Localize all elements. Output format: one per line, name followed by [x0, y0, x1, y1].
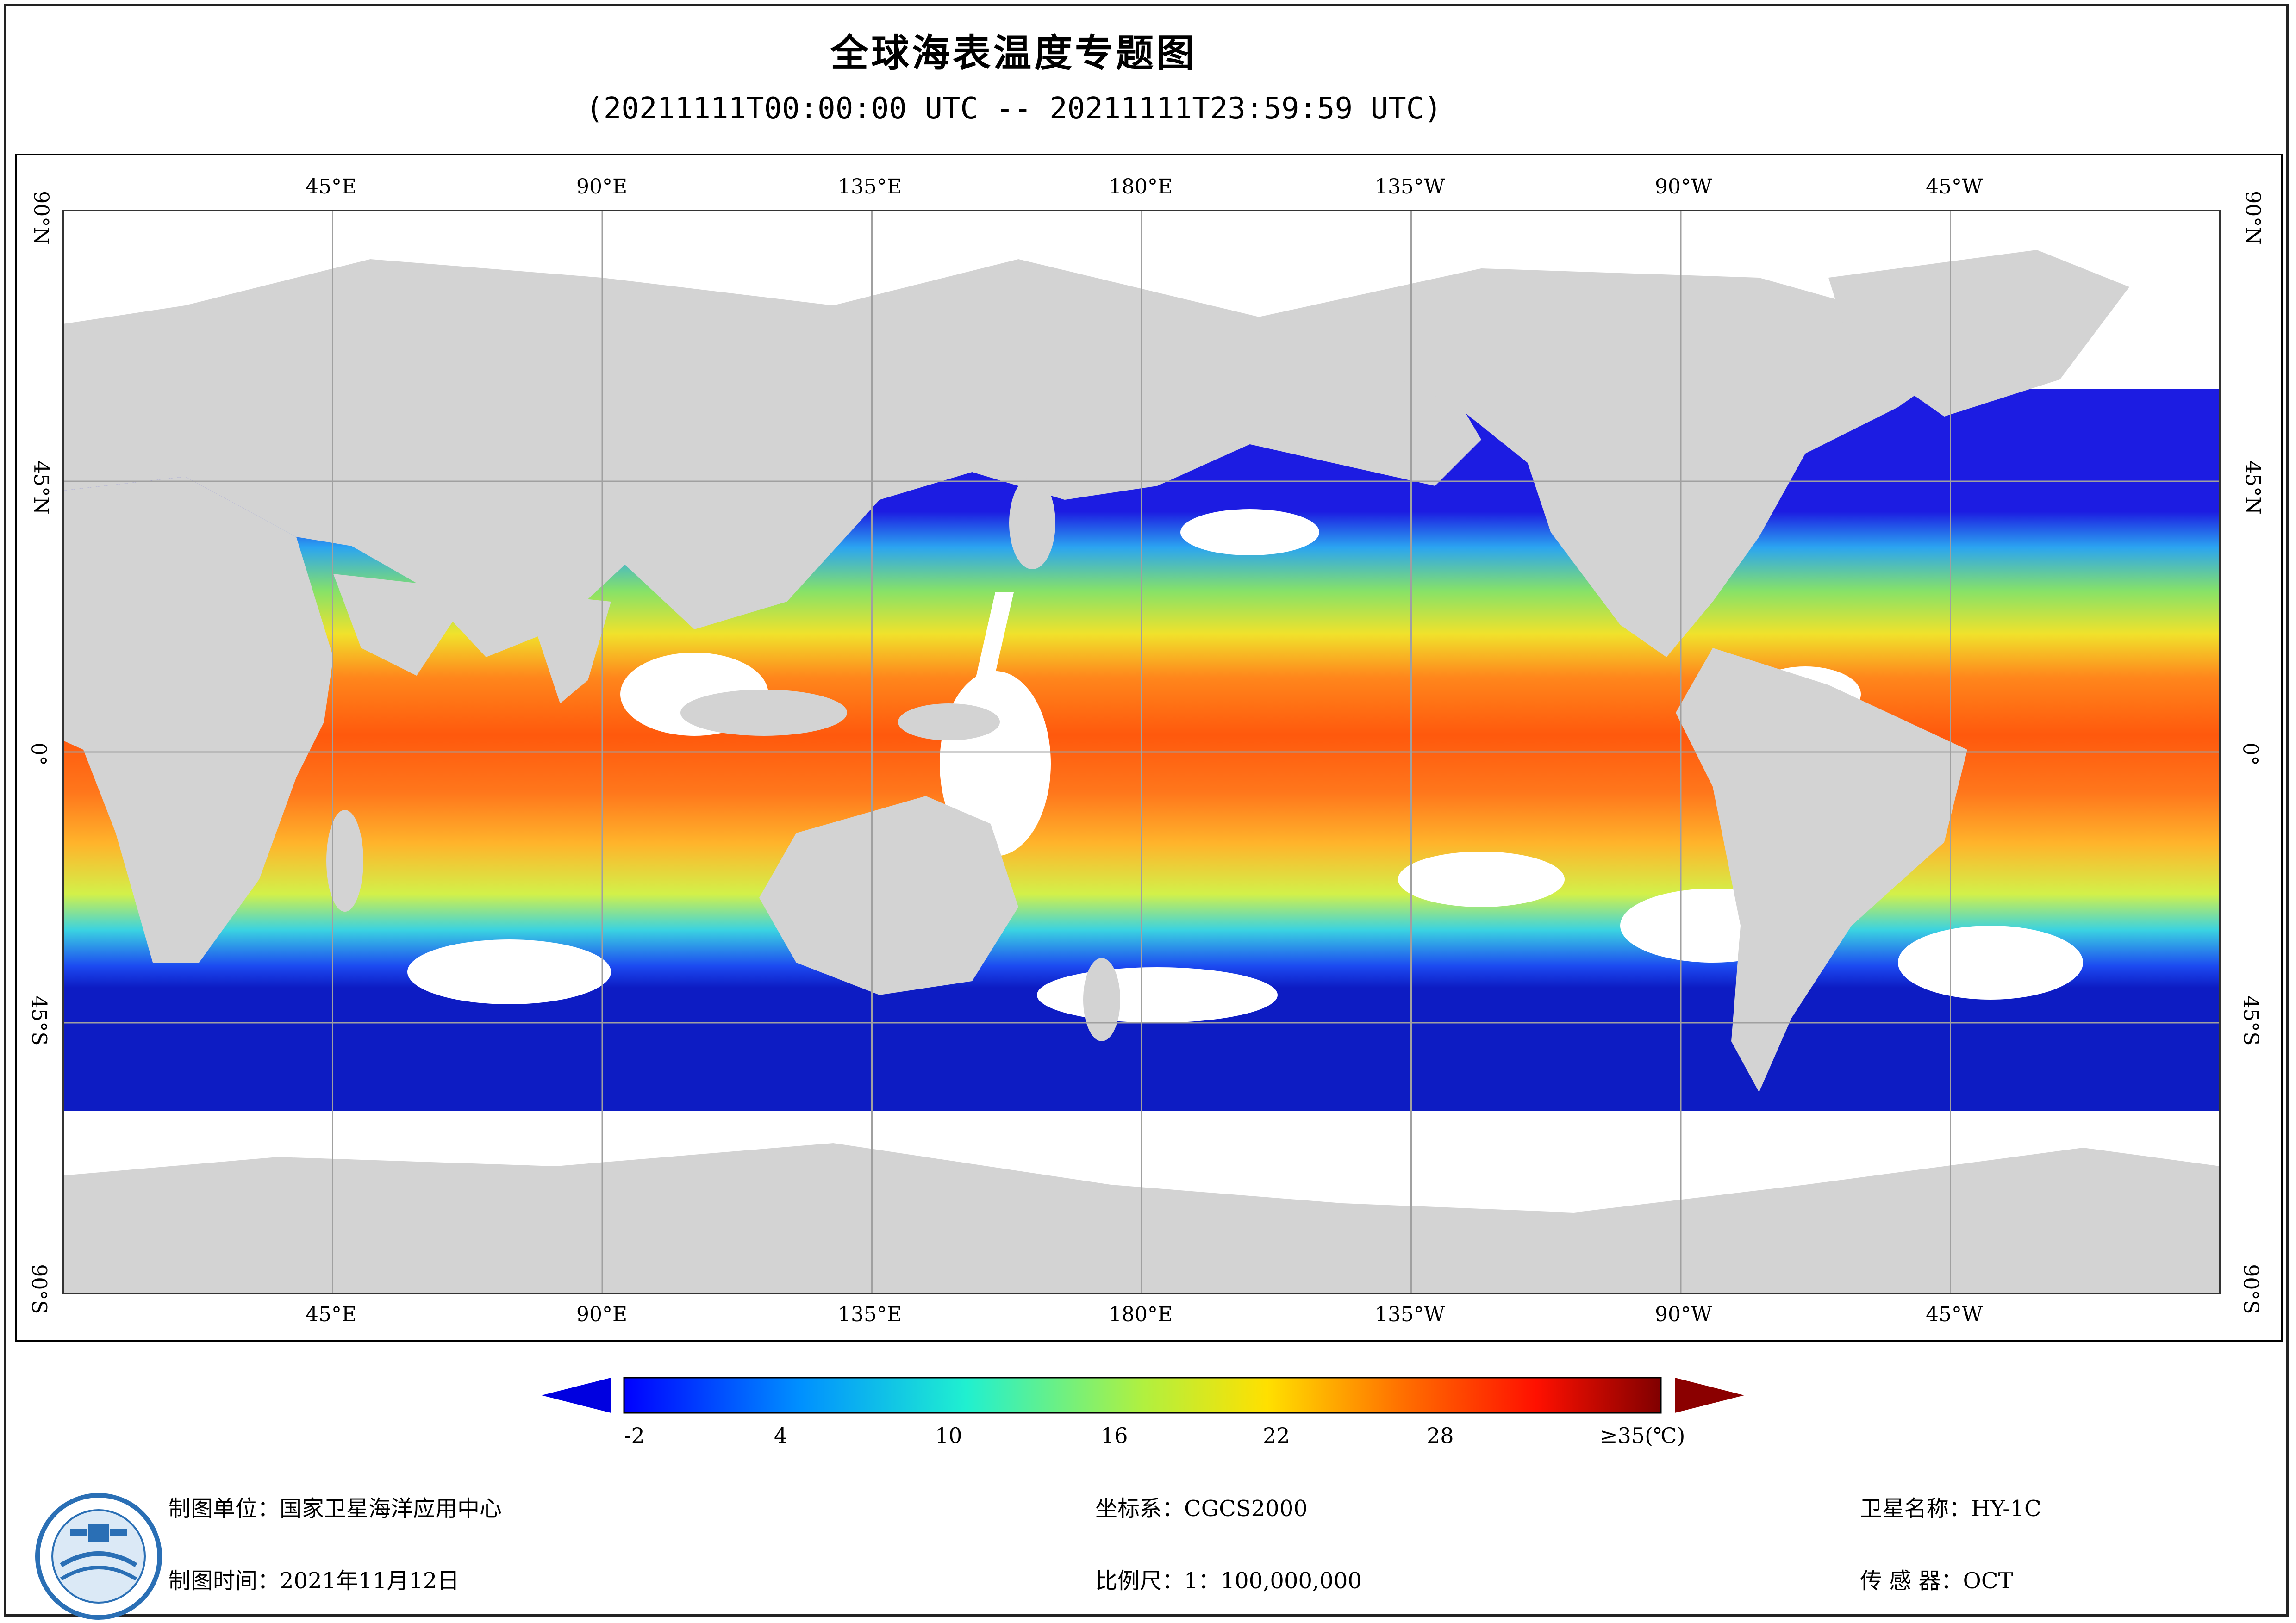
land-new-guinea	[898, 703, 1000, 740]
land-india	[523, 592, 611, 703]
colorbar-under-arrow	[542, 1378, 611, 1413]
date-label: 制图时间：2021年11月12日	[168, 1568, 460, 1594]
top-lon-label: 180°E	[1109, 175, 1173, 199]
land-eurasia	[63, 259, 1481, 657]
land-japan	[1009, 477, 1055, 569]
land-south-america	[1676, 648, 1967, 1092]
scale-label: 比例尺：1：100,000,000	[1095, 1568, 1362, 1594]
right-lat-label: 45°N	[2240, 460, 2265, 515]
right-lat-label: 45°S	[2239, 995, 2263, 1046]
colorbar-tick: 4	[774, 1423, 788, 1448]
land-north-america	[1227, 268, 1990, 657]
bottom-lon-label: 90°E	[576, 1303, 628, 1326]
map-title: 全球海表温度专题图	[830, 31, 1197, 75]
coordinate-system-label: 坐标系：CGCS2000	[1095, 1496, 1308, 1522]
agency-logo-icon	[35, 1493, 162, 1620]
producer-label: 制图单位：国家卫星海洋应用中心	[168, 1496, 502, 1522]
land-new-zealand	[1083, 958, 1120, 1041]
right-lat-label: 0°	[2238, 742, 2262, 766]
left-lat-label: 90°N	[29, 191, 53, 245]
sst-map[interactable]	[0, 0, 2296, 1351]
colorbar-tick: -2	[624, 1423, 645, 1448]
colorbar-over-arrow	[1675, 1378, 1744, 1413]
land-greenland	[1828, 250, 2129, 417]
top-lon-label: 135°E	[838, 175, 902, 199]
map-area	[62, 210, 2221, 1294]
bottom-lon-label: 45°E	[306, 1303, 357, 1326]
colorbar-gradient	[623, 1377, 1662, 1414]
bottom-lon-label: 135°E	[838, 1303, 902, 1326]
land-indonesia	[680, 690, 847, 736]
colorbar	[542, 1377, 1744, 1414]
left-lat-label: 0°	[26, 742, 50, 766]
no-data-patches	[407, 509, 2083, 1023]
colorbar-tick: 28	[1427, 1423, 1454, 1448]
land-australia	[759, 796, 1018, 995]
colorbar-tick: 10	[935, 1423, 962, 1448]
left-lat-label: 90°S	[27, 1264, 51, 1314]
left-lat-label: 45°N	[29, 460, 53, 515]
bottom-lon-label: 45°W	[1926, 1303, 1983, 1326]
map-frame	[15, 154, 2283, 1342]
bottom-lon-label: 90°W	[1655, 1303, 1712, 1326]
page-border	[4, 4, 2289, 1617]
bottom-lon-label: 135°W	[1375, 1303, 1445, 1326]
top-lon-label: 45°W	[1926, 175, 1983, 199]
left-lat-label: 45°S	[27, 995, 51, 1046]
colorbar-tick: 16	[1101, 1423, 1128, 1448]
top-lon-label: 45°E	[306, 175, 357, 199]
colorbar-tick: 22	[1263, 1423, 1290, 1448]
gridlines	[63, 211, 2220, 1293]
bottom-lon-label: 180°E	[1109, 1303, 1173, 1326]
colorbar-tick: ≥35(℃)	[1600, 1423, 1685, 1448]
top-lon-label: 90°E	[576, 175, 628, 199]
land-africa	[63, 477, 333, 963]
top-lon-label: 90°W	[1655, 175, 1712, 199]
right-lat-label: 90°N	[2240, 191, 2265, 245]
top-lon-label: 135°W	[1375, 175, 1445, 199]
right-lat-label: 90°S	[2239, 1264, 2263, 1314]
land-arabia	[333, 574, 454, 676]
time-range: (20211111T00:00:00 UTC -- 20211111T23:59…	[586, 92, 1442, 126]
plot-border	[62, 210, 2221, 1294]
sensor-label: 传 感 器：OCT	[1860, 1568, 2013, 1594]
land-madagascar	[326, 810, 363, 912]
satellite-label: 卫星名称：HY-1C	[1860, 1496, 2041, 1522]
